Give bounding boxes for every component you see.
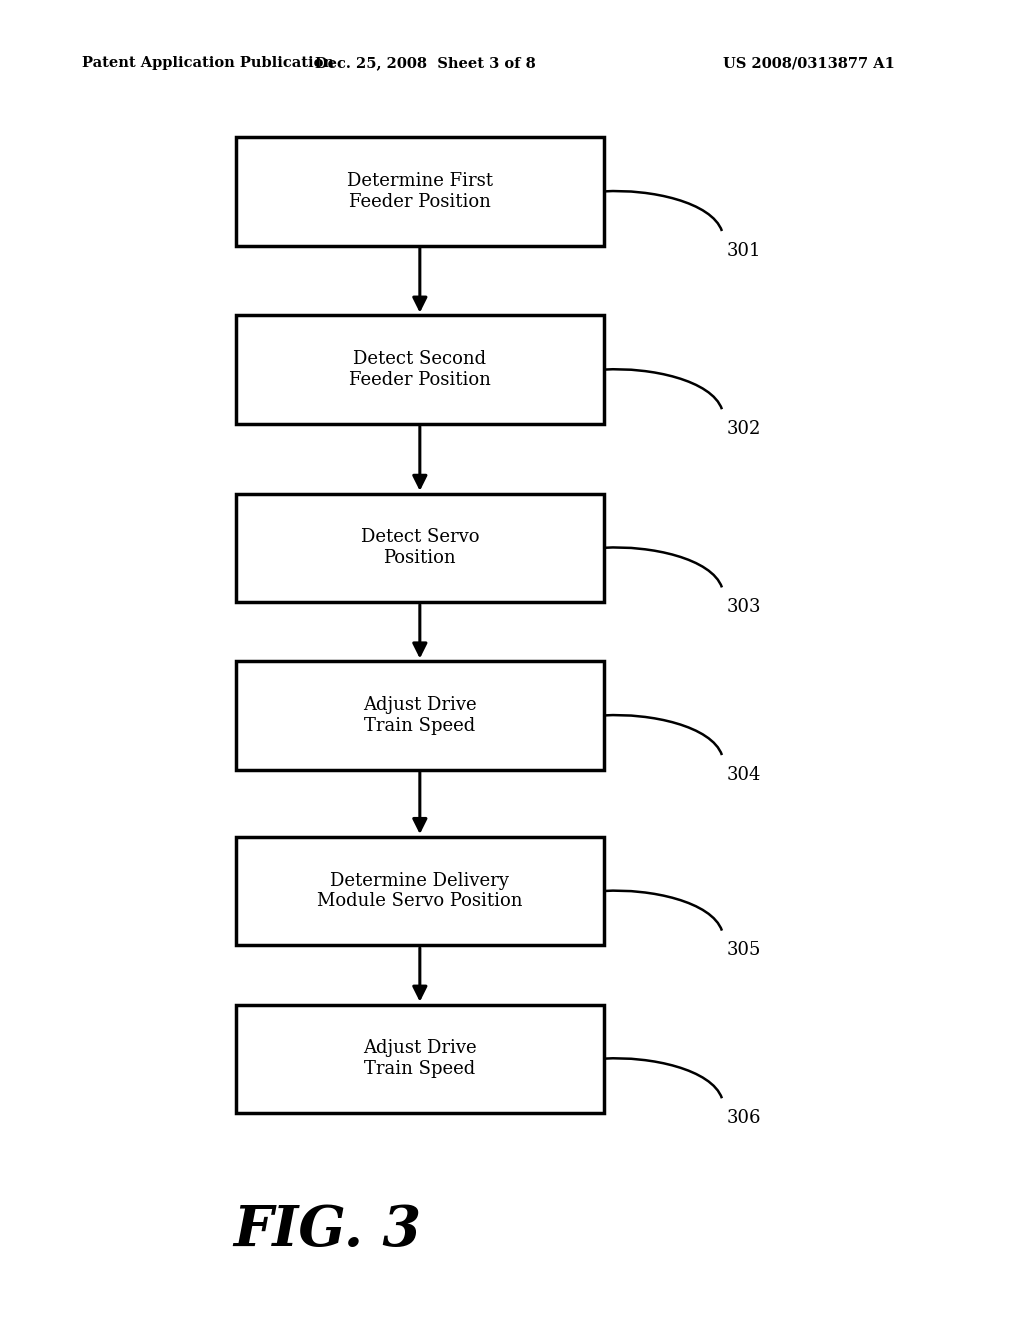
Text: 301: 301 xyxy=(727,242,762,260)
Bar xyxy=(236,494,604,602)
Text: 303: 303 xyxy=(727,598,762,616)
Text: Detect Servo
Position: Detect Servo Position xyxy=(360,528,479,568)
Text: Adjust Drive
Train Speed: Adjust Drive Train Speed xyxy=(364,1039,476,1078)
Text: 304: 304 xyxy=(727,766,762,784)
Text: Detect Second
Feeder Position: Detect Second Feeder Position xyxy=(349,350,490,389)
Bar xyxy=(236,315,604,424)
Text: FIG. 3: FIG. 3 xyxy=(233,1203,422,1258)
Text: US 2008/0313877 A1: US 2008/0313877 A1 xyxy=(723,57,895,70)
Text: Adjust Drive
Train Speed: Adjust Drive Train Speed xyxy=(364,696,476,735)
Text: 305: 305 xyxy=(727,941,762,960)
Bar xyxy=(236,137,604,246)
Bar xyxy=(236,661,604,770)
Bar xyxy=(236,1005,604,1113)
Text: Determine Delivery
Module Servo Position: Determine Delivery Module Servo Position xyxy=(317,871,522,911)
Text: 306: 306 xyxy=(727,1109,762,1127)
Text: Patent Application Publication: Patent Application Publication xyxy=(82,57,334,70)
Text: Determine First
Feeder Position: Determine First Feeder Position xyxy=(347,172,493,211)
Text: 302: 302 xyxy=(727,420,762,438)
Bar xyxy=(236,837,604,945)
Text: Dec. 25, 2008  Sheet 3 of 8: Dec. 25, 2008 Sheet 3 of 8 xyxy=(314,57,536,70)
